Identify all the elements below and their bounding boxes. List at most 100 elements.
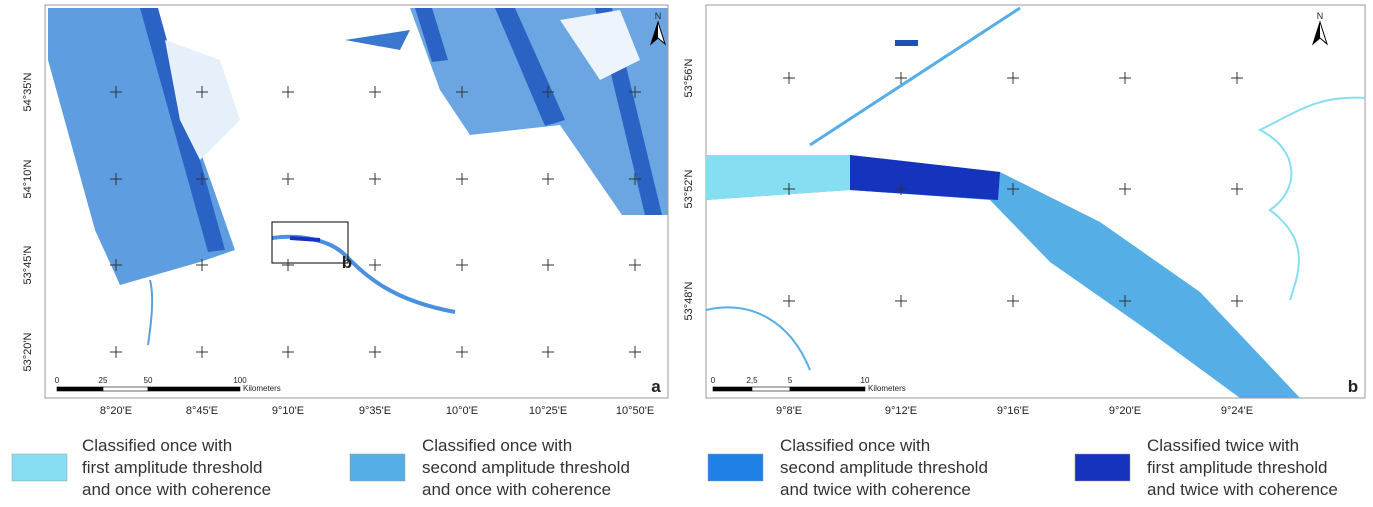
x-label: 8°20'E (100, 405, 132, 417)
scale-tick: 5 (788, 376, 793, 385)
graticule-cross (369, 259, 381, 271)
legend-text: and twice with coherence (1147, 480, 1338, 499)
scale-bar-segment (147, 386, 241, 392)
legend-text: and once with coherence (82, 480, 271, 499)
graticule-cross (369, 346, 381, 358)
graticule-cross (1119, 183, 1131, 195)
graticule-cross (110, 86, 122, 98)
graticule-cross (282, 86, 294, 98)
panel-b-map (705, 6, 1366, 398)
legend-text: Classified once with (82, 436, 232, 455)
scale-bar-segment (712, 386, 753, 392)
legend-text: Classified once with (780, 436, 930, 455)
graticule-cross (110, 259, 122, 271)
legend-swatch (1074, 453, 1131, 482)
graticule-cross (895, 295, 907, 307)
north-label: N (655, 11, 662, 21)
graticule-cross (1231, 72, 1243, 84)
graticule-cross (456, 173, 468, 185)
x-label: 9°24'E (1221, 405, 1253, 417)
north-arrow-half (651, 22, 658, 44)
graticule-cross (895, 72, 907, 84)
graticule-cross (456, 259, 468, 271)
graticule-cross (196, 346, 208, 358)
graticule-cross (542, 86, 554, 98)
legend-swatch (707, 453, 764, 482)
legend-swatch (349, 453, 406, 482)
legend-text: first amplitude threshold (82, 458, 262, 477)
graticule-cross (542, 259, 554, 271)
scale-tick: 0 (711, 376, 716, 385)
y-label: 53°45'N (22, 245, 34, 284)
graticule-cross (110, 173, 122, 185)
scale-bar-segment (56, 386, 104, 392)
graticule-cross (1007, 183, 1019, 195)
inset-label: b (342, 253, 352, 272)
x-label: 9°35'E (359, 405, 391, 417)
scale-unit: Kilometers (868, 384, 906, 393)
graticule-cross (629, 346, 641, 358)
graticule-cross (895, 183, 907, 195)
graticule-cross (542, 346, 554, 358)
legend-text: second amplitude threshold (780, 458, 988, 477)
legend-text: Classified once with (422, 436, 572, 455)
x-label: 9°20'E (1109, 405, 1141, 417)
panel-label: a (651, 377, 661, 396)
legend-text: and once with coherence (422, 480, 611, 499)
graticule-cross (196, 173, 208, 185)
graticule-cross (629, 86, 641, 98)
graticule-cross (1231, 295, 1243, 307)
scale-tick: 50 (144, 376, 153, 385)
scale-bar-segment (751, 386, 791, 392)
north-label: N (1317, 11, 1324, 21)
graticule-cross (629, 173, 641, 185)
graticule-cross (1231, 183, 1243, 195)
graticule-cross (456, 86, 468, 98)
x-label: 10°0'E (446, 405, 478, 417)
y-label: 54°35'N (22, 72, 34, 111)
scale-tick: 10 (861, 376, 870, 385)
y-label: 54°10'N (22, 159, 34, 198)
graticule-cross (1119, 72, 1131, 84)
y-label: 53°56'N (683, 58, 695, 97)
graticule-cross (196, 86, 208, 98)
x-label: 10°50'E (616, 405, 654, 417)
graticule-cross (110, 346, 122, 358)
y-label: 53°48'N (683, 281, 695, 320)
y-label: 53°52'N (683, 169, 695, 208)
scale-bar-segment (789, 386, 866, 392)
graticule-cross (783, 72, 795, 84)
scale-tick: 0 (55, 376, 60, 385)
graticule-cross (629, 259, 641, 271)
y-label: 53°20'N (22, 332, 34, 371)
graticule-cross (542, 173, 554, 185)
legend-text: second amplitude threshold (422, 458, 630, 477)
scale-unit: Kilometers (243, 384, 281, 393)
legend-swatch (11, 453, 68, 482)
x-label: 10°25'E (529, 405, 567, 417)
legend-text: Classified twice with (1147, 436, 1299, 455)
graticule-cross (369, 86, 381, 98)
graticule-cross (1007, 295, 1019, 307)
x-label: 9°16'E (997, 405, 1029, 417)
scale-bar-segment (102, 386, 149, 392)
graticule-cross (783, 295, 795, 307)
panel-label: b (1348, 377, 1358, 396)
x-label: 9°8'E (776, 405, 802, 417)
graticule-cross (369, 173, 381, 185)
graticule-cross (456, 346, 468, 358)
x-label: 8°45'E (186, 405, 218, 417)
legend-text: first amplitude threshold (1147, 458, 1327, 477)
legend-text: and twice with coherence (780, 480, 971, 499)
graticule-cross (282, 346, 294, 358)
graticule-cross (1007, 72, 1019, 84)
graticule-cross (282, 173, 294, 185)
scale-tick: 100 (233, 376, 247, 385)
scale-tick: 25 (99, 376, 108, 385)
graticule-cross (282, 259, 294, 271)
north-arrow-half (1313, 22, 1320, 44)
graticule-cross (783, 183, 795, 195)
scale-tick: 2,5 (746, 376, 758, 385)
graticule-cross (1119, 295, 1131, 307)
